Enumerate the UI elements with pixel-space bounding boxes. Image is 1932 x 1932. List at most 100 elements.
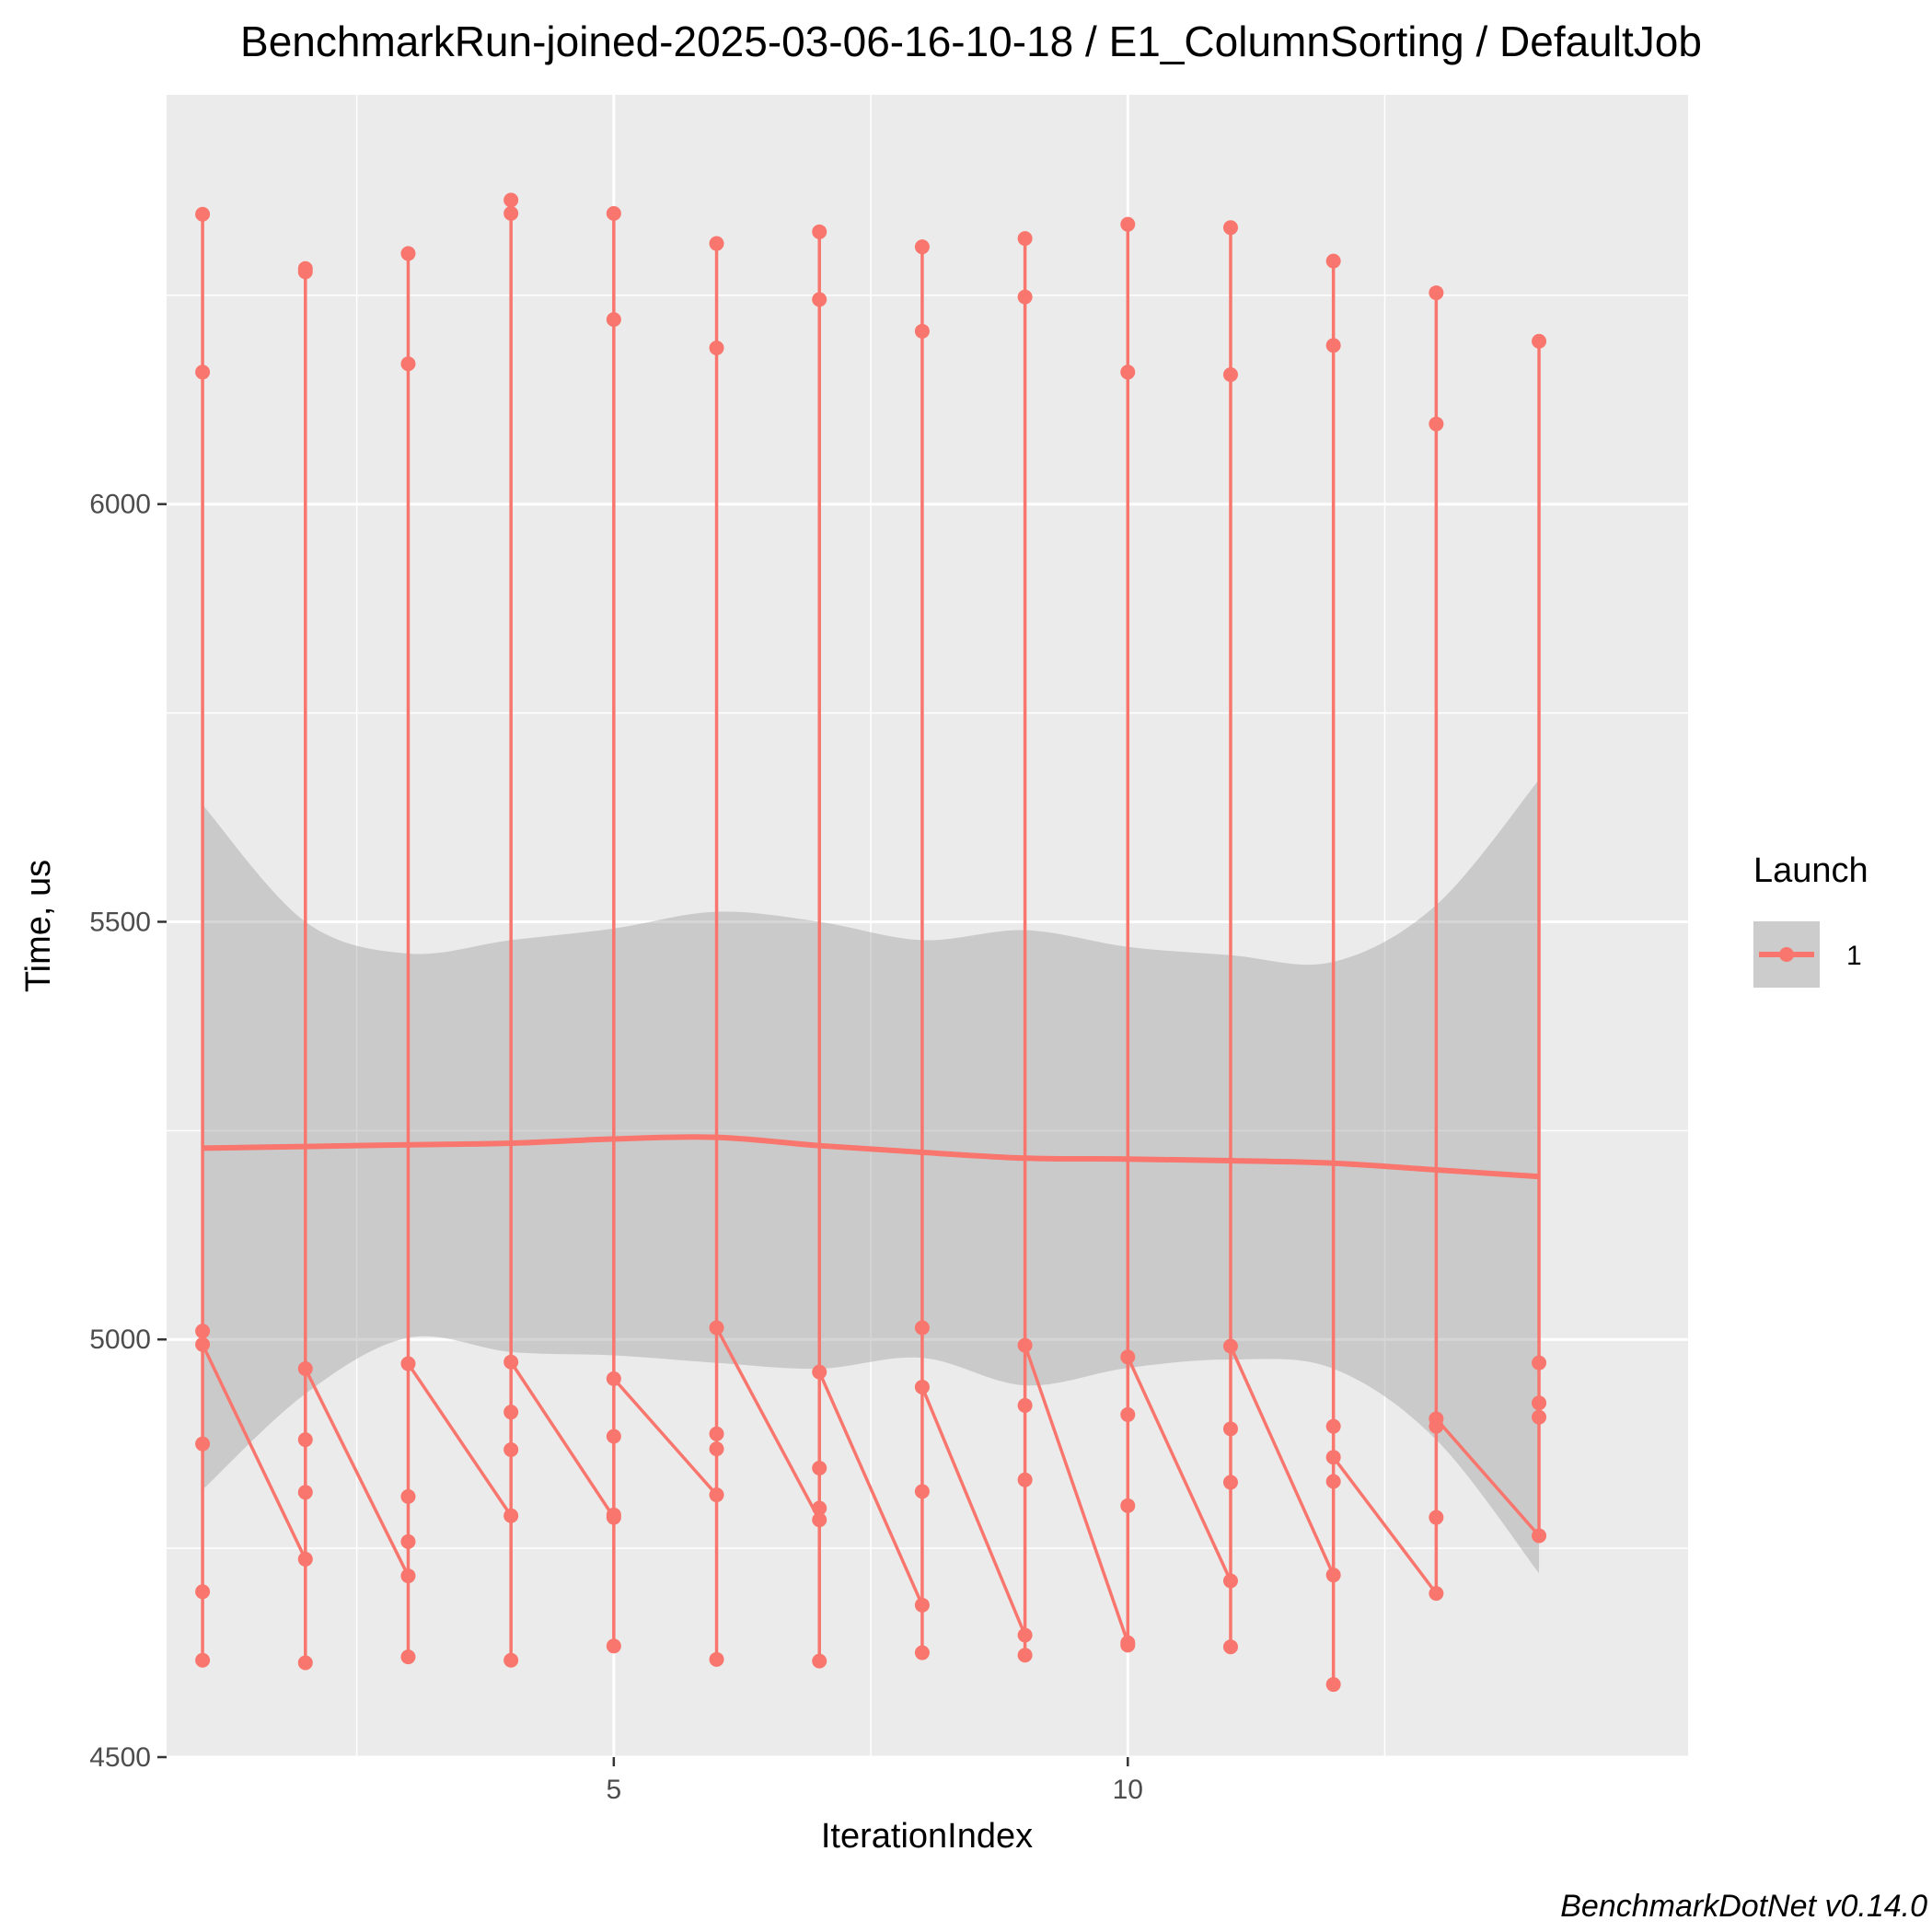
data-point xyxy=(1222,1338,1238,1354)
data-point xyxy=(606,205,621,221)
data-point xyxy=(195,1324,211,1339)
y-axis-title: Time, us xyxy=(19,860,58,992)
chart-title: BenchmarkRun-joined-2025-03-06-16-10-18 … xyxy=(240,17,1702,65)
data-point xyxy=(195,206,211,222)
data-point xyxy=(1325,1677,1341,1693)
data-point xyxy=(1017,289,1033,305)
data-point xyxy=(1532,1409,1547,1425)
data-point xyxy=(606,1638,621,1654)
data-point xyxy=(1222,367,1238,383)
data-point xyxy=(1120,1406,1136,1422)
data-point xyxy=(195,1652,211,1668)
data-point xyxy=(1017,1648,1033,1663)
plot-panel xyxy=(167,95,1688,1757)
data-point xyxy=(1017,1627,1033,1643)
data-point xyxy=(914,1645,930,1660)
series-points xyxy=(195,192,1547,1693)
data-point xyxy=(1017,231,1033,247)
data-point xyxy=(503,192,519,208)
data-point xyxy=(503,1508,519,1523)
data-point xyxy=(606,1429,621,1444)
series-connecting-line xyxy=(407,1362,513,1517)
series-connecting-line xyxy=(1435,1417,1541,1537)
data-point xyxy=(914,1320,930,1336)
y-tick-label: 5500 xyxy=(89,907,151,937)
data-point xyxy=(709,340,724,355)
data-point xyxy=(400,356,416,372)
data-point xyxy=(709,1441,724,1457)
series-connecting-line xyxy=(612,1377,718,1497)
smooth-trend xyxy=(202,1134,1540,1180)
data-point xyxy=(1429,416,1444,432)
data-point xyxy=(1532,1355,1547,1371)
series-lines xyxy=(201,200,1541,1685)
data-point xyxy=(400,246,416,261)
data-point xyxy=(914,1484,930,1499)
confidence-band xyxy=(202,780,1540,1574)
data-point xyxy=(709,236,724,251)
data-point xyxy=(914,323,930,339)
data-point xyxy=(297,1485,313,1500)
data-point xyxy=(297,1655,313,1671)
series-connecting-line xyxy=(920,1386,1027,1637)
data-point xyxy=(709,1651,724,1667)
y-tick-label: 5000 xyxy=(89,1325,151,1355)
data-point xyxy=(1429,285,1444,301)
data-point xyxy=(812,224,827,239)
data-point xyxy=(812,1460,827,1475)
data-point xyxy=(195,1436,211,1452)
y-tick-label: 4500 xyxy=(89,1742,151,1773)
data-point xyxy=(914,1379,930,1394)
data-point xyxy=(812,1653,827,1669)
data-point xyxy=(709,1426,724,1441)
data-point xyxy=(606,312,621,328)
data-point xyxy=(195,1584,211,1600)
data-point xyxy=(1017,1337,1033,1353)
data-point xyxy=(606,1371,621,1386)
data-point xyxy=(812,1364,827,1380)
data-point xyxy=(1017,1472,1033,1487)
series-connecting-line xyxy=(1229,1345,1336,1576)
series-connecting-line xyxy=(304,1368,411,1577)
series-connecting-line xyxy=(1332,1456,1438,1595)
data-point xyxy=(297,1432,313,1448)
smooth-line xyxy=(202,1134,1540,1180)
data-point xyxy=(503,1405,519,1420)
confidence-ribbon xyxy=(202,780,1540,1574)
data-point xyxy=(400,1649,416,1665)
series-connecting-line xyxy=(817,1371,924,1606)
data-point xyxy=(1222,1639,1238,1655)
series-connecting-line xyxy=(509,1360,616,1519)
data-point xyxy=(1429,1418,1444,1434)
x-axis-title: IterationIndex xyxy=(821,1817,1033,1856)
data-point xyxy=(400,1356,416,1371)
data-point xyxy=(1120,1637,1136,1653)
caption: BenchmarkDotNet v0.14.0 xyxy=(1560,1889,1927,1924)
axes: 5 10 4500 5000 5500 6000 xyxy=(89,490,1143,1805)
series-connecting-line xyxy=(714,1326,821,1521)
data-point xyxy=(297,1360,313,1376)
data-point xyxy=(709,1320,724,1336)
data-point xyxy=(1429,1510,1444,1525)
series-connecting-line xyxy=(201,1343,307,1560)
data-point xyxy=(1222,1573,1238,1589)
data-point xyxy=(1325,1474,1341,1489)
data-point xyxy=(195,364,211,380)
data-point xyxy=(400,1568,416,1584)
data-point xyxy=(1532,1528,1547,1544)
x-tick-label: 10 xyxy=(1113,1775,1143,1805)
data-point xyxy=(1120,1349,1136,1365)
legend-key-point xyxy=(1779,947,1794,962)
series-connecting-line xyxy=(1126,1356,1232,1582)
data-point xyxy=(812,292,827,307)
data-point xyxy=(1325,338,1341,353)
data-point xyxy=(400,1533,416,1549)
legend-label-1: 1 xyxy=(1846,941,1862,971)
data-point xyxy=(400,1488,416,1504)
data-point xyxy=(1532,1395,1547,1411)
data-point xyxy=(1120,1498,1136,1513)
data-point xyxy=(1532,333,1547,349)
series-connecting-line xyxy=(1023,1345,1129,1644)
data-point xyxy=(914,239,930,255)
